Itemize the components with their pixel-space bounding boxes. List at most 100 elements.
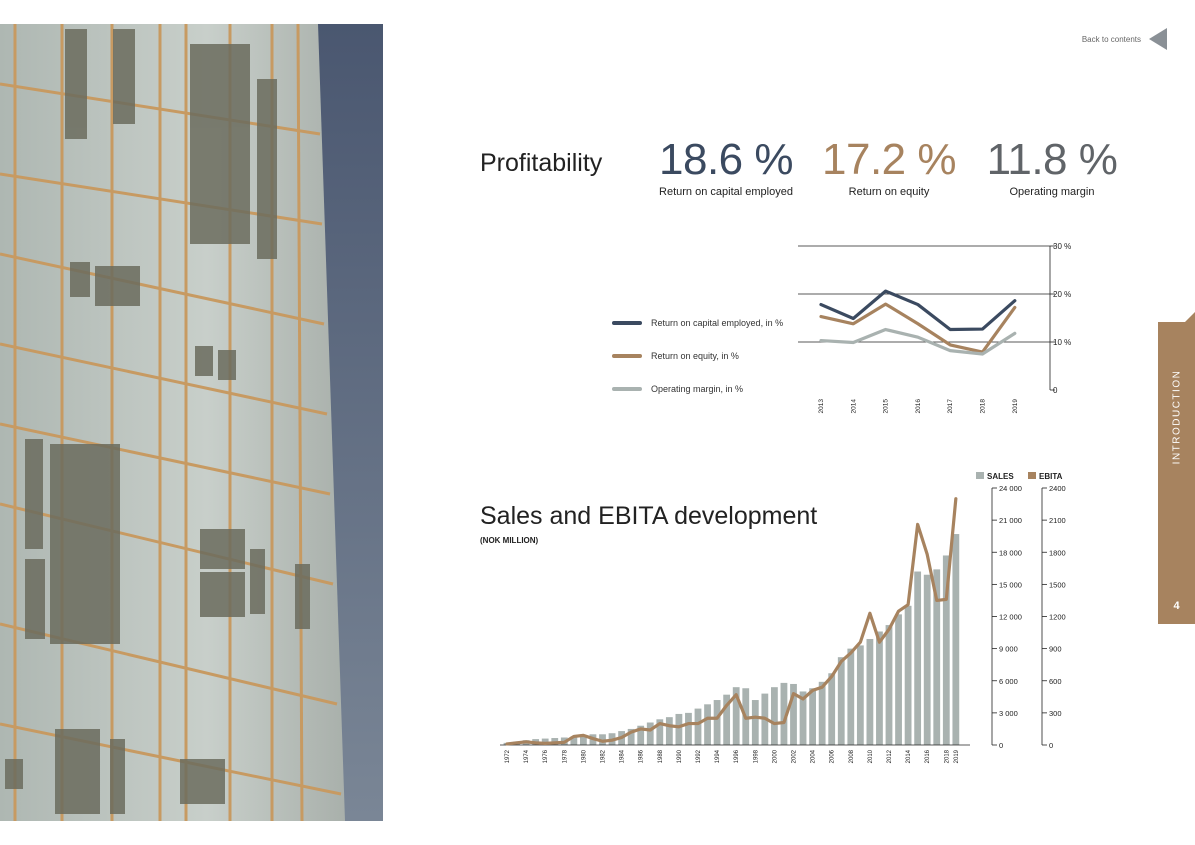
back-to-contents-link[interactable]: Back to contents [1082,28,1167,50]
x-tick-label: 1990 [677,749,683,763]
sales-ebita-chart: SALES EBITA 0 3 000 6 000 9 000 12 000 15 000 18… [500,472,1066,763]
ebita-line [505,497,958,746]
y-tick-label-right: 900 [1049,645,1062,654]
sales-bar [637,725,645,745]
x-tick-label: 2017 [947,399,954,414]
sales-bar [570,736,578,745]
y-tick-label: 10 % [1053,338,1071,347]
sales-bar [751,700,759,745]
series-line [819,289,1017,332]
sales-ebita-title: Sales and EBITA development [480,502,818,530]
x-tick-label: 1988 [658,749,664,763]
sales-bar [866,638,874,745]
y-tick-label-right: 1500 [1049,580,1066,589]
x-tick-label: 2002 [792,749,798,763]
profitability-title: Profitability [480,149,603,177]
legend-label-sales: SALES [987,472,1014,481]
section-tab[interactable]: INTRODUCTION 4 [1158,312,1195,624]
x-tick-label: 1998 [753,749,759,763]
kpi-roe-value: 17.2 % [822,135,956,184]
legend-item-roce: Return on capital employed, in % [612,306,792,339]
sales-bar [904,605,912,745]
sales-bar [694,708,702,745]
sales-ebita-subtitle: (NOK MILLION) [480,536,539,545]
y-tick-label-left: 0 [999,741,1003,750]
x-tick-label: 1976 [543,749,549,763]
legend-label-roce: Return on capital employed, in % [651,317,784,328]
kpi-roce-label: Return on capital employed [659,186,793,198]
x-tick-label: 2014 [850,399,857,414]
y-tick-label-right: 600 [1049,677,1062,686]
x-tick-label: 1996 [734,749,740,763]
x-tick-label: 1992 [696,749,702,763]
sales-bar [933,569,941,745]
sales-bar [876,631,883,745]
sales-bar [923,574,931,745]
sales-bar [809,688,816,745]
sales-bar [732,687,740,745]
x-tick-label: 2013 [818,399,825,414]
y-tick-label-left: 24 000 [999,484,1022,493]
sales-bar [685,712,692,745]
x-tick-label: 2000 [772,749,778,763]
sales-bar [847,648,855,745]
sales-bar [656,719,664,745]
y-tick-label-right: 2400 [1049,484,1066,493]
y-tick-label-right: 0 [1049,741,1053,750]
legend-swatch-operating-margin [612,386,642,391]
y-tick-label-left: 6 000 [999,677,1018,686]
x-tick-label: 1984 [620,749,626,763]
legend-label-roe: Return on equity, in % [651,350,739,361]
x-tick-label: 2019 [1012,399,1019,414]
x-tick-label: 2016 [925,749,931,763]
x-tick-label: 2018 [944,749,950,763]
back-arrow-icon [1149,28,1167,50]
sales-bar [914,571,922,745]
page-number: 4 [1173,600,1180,612]
sales-bar [646,722,654,745]
section-tab-corner [1185,312,1195,322]
x-tick-label: 2012 [887,749,893,763]
kpi-operating-margin-value: 11.8 % [986,135,1118,184]
sales-bar [790,683,797,745]
sales-bar [713,700,721,745]
sales-bar [627,728,635,745]
series-line [819,327,1017,356]
sales-bar [952,534,960,745]
x-tick-label: 2014 [906,749,912,763]
sales-bar [818,681,826,745]
legend-swatch-roe [612,353,642,358]
profitability-legend: Return on capital employed, in % Return … [612,306,792,405]
section-tab-label: INTRODUCTION [1171,369,1182,465]
sales-bar [780,682,788,745]
series-line [819,302,1017,354]
x-tick-label: 1978 [562,749,568,763]
sales-bar [828,673,836,745]
x-tick-label: 1972 [505,749,511,763]
y-tick-label-left: 12 000 [999,613,1022,622]
kpi-operating-margin: 11.8 % Operating margin [972,135,1132,199]
x-tick-label: 2015 [883,399,890,414]
x-tick-label: 2019 [954,749,960,763]
sales-bar [885,625,893,745]
sales-bar [837,657,845,745]
x-tick-label: 1994 [715,749,721,763]
y-tick-label: 30 % [1053,242,1071,251]
x-tick-label: 1980 [581,749,587,763]
y-tick-label-left: 18 000 [999,548,1022,557]
y-tick-label-right: 1200 [1049,613,1066,622]
y-tick-label-right: 1800 [1049,548,1066,557]
kpi-roe-label: Return on equity [848,186,930,198]
y-tick-label: 0 [1053,386,1058,395]
legend-item-roe: Return on equity, in % [612,339,792,372]
y-tick-label-left: 9 000 [999,645,1018,654]
sales-bar [541,738,549,745]
x-tick-label: 1986 [639,749,645,763]
legend-label-operating-margin: Operating margin, in % [651,383,744,394]
y-tick-label: 20 % [1053,290,1071,299]
x-tick-label: 2008 [849,749,855,763]
sales-bar [675,713,683,745]
kpi-operating-margin-label: Operating margin [1009,186,1095,198]
x-tick-label: 1974 [524,749,530,763]
sales-bar [665,717,673,745]
